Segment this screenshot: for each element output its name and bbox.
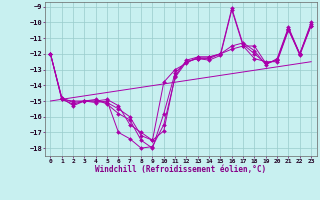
X-axis label: Windchill (Refroidissement éolien,°C): Windchill (Refroidissement éolien,°C): [95, 165, 266, 174]
